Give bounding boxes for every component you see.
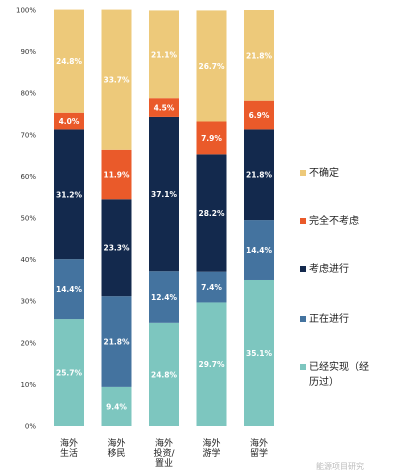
data-label: 14.4% [246,246,273,255]
bar-segment [149,10,179,99]
data-label: 6.9% [249,111,270,120]
data-label: 24.8% [56,57,83,66]
legend-swatch [300,316,306,322]
data-label: 21.8% [246,171,273,180]
bar-segment [101,9,132,150]
bar-segment [101,386,132,426]
data-label: 21.1% [151,50,178,59]
bar-segment [244,279,274,426]
data-label: 24.8% [151,370,178,379]
legend-label: 历过） [309,375,339,388]
data-label: 14.4% [56,285,83,294]
y-tick-label: 60% [20,173,36,181]
data-label: 35.1% [246,349,273,358]
category-label: 游学 [202,447,220,459]
bar-segment [54,259,84,320]
data-label: 7.9% [201,134,222,143]
data-label: 25.7% [56,369,83,378]
y-tick-label: 10% [20,381,36,389]
legend-swatch [300,170,306,176]
y-tick-label: 40% [20,256,36,264]
y-tick-label: 20% [20,339,36,347]
y-tick-label: 70% [20,131,36,139]
bar-segment [196,302,227,426]
bar-segment [196,10,227,122]
legend-swatch [300,266,306,272]
bar-segment [54,129,84,260]
legend-swatch [300,218,306,224]
bar-segment [244,10,274,101]
bar-segment [244,129,274,221]
bar-segment [149,116,179,272]
data-label: 31.2% [56,190,83,199]
data-label: 9.4% [106,402,127,411]
bar-segment [196,271,227,303]
legend-label: 完全不考虑 [309,214,359,227]
data-label: 4.0% [59,117,80,126]
data-label: 33.7% [103,76,130,85]
data-label: 7.4% [201,283,222,292]
data-label: 29.7% [198,360,225,369]
bar-segment [101,199,132,297]
category-label: 海外 [202,437,220,449]
legend-label: 不确定 [309,166,339,179]
data-label: 28.2% [198,209,225,218]
bar-segment [54,319,84,426]
data-label: 26.7% [198,62,225,71]
data-label: 4.5% [154,104,175,113]
category-label: 置业 [155,458,173,469]
data-label: 23.3% [103,244,130,253]
bar-segment [101,149,132,200]
bars: 25.7% 14.4% 31.2% 4.0% 24.8% 9.4% 21.8% 23.3% 11… [54,9,274,426]
data-label: 21.8% [103,338,130,347]
legend-swatch [300,364,306,370]
category-label: 海外 [107,437,125,449]
bar-segment [149,322,179,426]
y-tick-label: 30% [20,298,36,306]
bar-segment [196,154,227,272]
bar-segment [149,271,179,323]
y-axis: 0% 10% 20% 30% 40% 50% 60% 70% 80% 90% 100% [16,7,36,431]
data-label: 11.9% [103,171,130,180]
bar-segment [196,121,227,155]
y-tick-label: 90% [20,48,36,56]
y-tick-label: 100% [16,7,36,15]
bar-segment [54,9,84,113]
bar-segment [244,220,274,280]
category-label: 生活 [60,447,78,459]
category-label: 投资/ [153,447,175,459]
bar-segment [54,112,84,130]
bar-segment [149,98,179,117]
legend-label: 已经实现（经 [309,360,369,373]
data-label: 21.8% [246,51,273,60]
legend-label: 考虑进行 [309,262,349,275]
bar-segment [101,296,132,387]
category-label: 海外 [155,437,173,449]
y-tick-label: 50% [20,215,36,223]
category-label: 海外 [60,437,78,449]
legend-label: 正在进行 [309,312,349,325]
category-label: 移民 [107,447,125,459]
watermark-text: 能源项目研究 [316,461,364,471]
data-label: 37.1% [151,190,178,199]
y-tick-label: 0% [25,423,36,431]
bar-segment [244,100,274,130]
category-label: 留学 [250,447,268,459]
data-label: 12.4% [151,293,178,302]
y-tick-label: 80% [20,90,36,98]
category-label: 海外 [250,437,268,449]
